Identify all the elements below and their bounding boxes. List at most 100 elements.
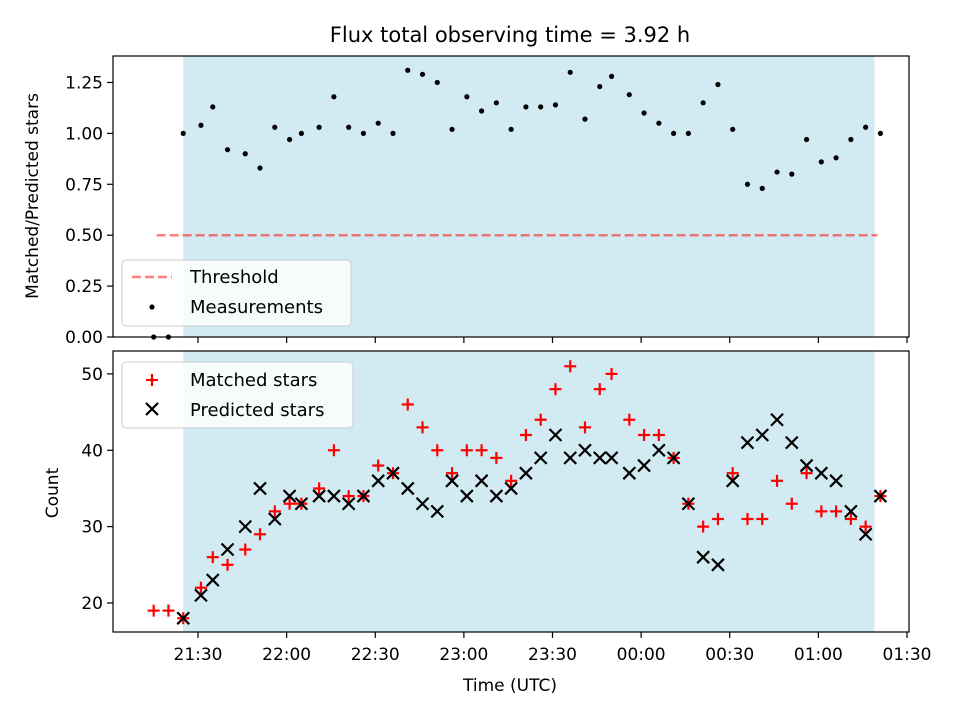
predicted-star-point — [681, 496, 696, 511]
predicted-star-point — [533, 451, 548, 465]
measurement-point — [744, 181, 751, 187]
x-tick-label: 22:30 — [351, 645, 400, 665]
count-plot-frame — [112, 350, 910, 633]
ratio-y-tick-label: 1.00 — [65, 124, 103, 144]
matched-star-point — [313, 482, 326, 495]
ratio-y-tick-label: 1.25 — [65, 73, 103, 93]
predicted-marker-b — [578, 443, 592, 458]
predicted-marker-b — [725, 474, 740, 488]
count-y-tick-label: 20 — [81, 594, 103, 614]
matched-star-point — [534, 413, 547, 426]
measurement-point — [360, 130, 367, 136]
matched-star-point — [431, 444, 444, 457]
matched-star-point — [830, 505, 843, 518]
matched-star-point — [564, 360, 577, 373]
ratio-y-axis-label: Matched/Predicted stars — [23, 93, 43, 299]
predicted-star-point — [563, 451, 578, 465]
predicted-star-point — [341, 496, 356, 511]
measurement-points — [151, 67, 884, 340]
matched-star-point — [254, 528, 267, 541]
legend-predicted-swatch — [145, 402, 159, 416]
predicted-star-point — [294, 496, 309, 511]
measurement-point — [730, 126, 736, 132]
predicted-marker-b — [238, 519, 253, 534]
matched-star-point — [475, 444, 488, 457]
predicted-star-point — [371, 474, 385, 488]
measurement-point — [493, 100, 499, 106]
predicted-star-point — [755, 428, 770, 442]
matched-star-point — [859, 520, 872, 533]
matched-star-point — [327, 444, 340, 457]
predicted-marker-b — [563, 451, 578, 465]
predicted-marker-b — [474, 474, 489, 488]
predicted-marker-b — [622, 466, 637, 480]
predicted-marker-b — [666, 451, 681, 465]
predicted-star-point — [652, 443, 666, 458]
matched-star-point — [549, 383, 562, 396]
measurement-point — [198, 122, 204, 128]
matched-star-point — [578, 421, 591, 434]
legend-threshold-label: Threshold — [189, 267, 279, 288]
predicted-star-point — [799, 458, 814, 473]
predicted-star-point — [194, 588, 208, 603]
matched-star-point — [652, 428, 665, 441]
predicted-star-point — [696, 550, 710, 564]
measurement-point — [774, 169, 780, 175]
matched-star-point — [800, 467, 813, 480]
matched-star-point — [147, 604, 160, 617]
x-tick-label: 21:30 — [174, 645, 223, 665]
matched-star-point — [446, 467, 459, 480]
predicted-star-point — [740, 435, 755, 450]
measurement-point — [272, 124, 278, 130]
matched-star-point — [342, 490, 355, 503]
predicted-marker-b — [371, 474, 385, 488]
measurement-point — [818, 159, 824, 165]
measurement-point — [567, 69, 573, 75]
chart-title: Flux total observing time = 3.92 h — [330, 23, 690, 47]
measurement-point — [298, 130, 304, 136]
measurement-point — [257, 165, 263, 171]
predicted-star-point — [785, 435, 799, 450]
ratio-y-tick-label: 0.50 — [65, 226, 103, 246]
count-panel: 20 30 40 50 21:30 22:00 22:30 23:00 23:30 00:00 00… — [43, 350, 932, 696]
predicted-stars-points — [176, 412, 888, 626]
count-y-tick-label: 50 — [81, 365, 103, 385]
ratio-y-tick-label: 0.75 — [65, 175, 103, 195]
count-y-tick-label: 40 — [81, 441, 103, 461]
x-tick-label: 23:00 — [439, 645, 488, 665]
legend-measurements-label: Measurements — [190, 297, 323, 318]
predicted-star-point — [238, 519, 253, 534]
predicted-marker-b — [711, 558, 725, 572]
matched-star-point — [401, 398, 414, 411]
matched-star-point — [372, 459, 385, 472]
predicted-star-point — [711, 558, 725, 572]
ratio-y-tick-label: 0.25 — [65, 277, 103, 297]
predicted-star-point — [282, 489, 297, 503]
predicted-star-point — [220, 542, 235, 557]
x-tick-label: 22:00 — [262, 645, 311, 665]
measurement-point — [848, 136, 854, 143]
predicted-star-point — [460, 489, 474, 503]
predicted-star-point — [356, 489, 371, 503]
measurement-point — [833, 155, 839, 161]
count-y-tick-label: 30 — [81, 518, 103, 538]
predicted-star-point — [844, 504, 858, 519]
predicted-marker-b — [194, 588, 208, 603]
predicted-marker-b — [814, 466, 829, 480]
predicted-marker-b — [785, 435, 799, 450]
measurement-point — [419, 71, 426, 77]
measurement-point — [608, 73, 615, 79]
predicted-marker-b — [327, 489, 341, 503]
predicted-marker-b — [312, 489, 326, 503]
matched-star-point — [162, 604, 175, 617]
predicted-star-point — [327, 489, 341, 503]
predicted-star-point — [430, 504, 445, 519]
predicted-marker-b — [873, 489, 888, 503]
predicted-star-point — [489, 489, 504, 503]
matched-star-point — [221, 558, 234, 571]
measurement-point — [523, 104, 529, 110]
matched-star-point — [711, 512, 724, 525]
predicted-marker-b — [268, 512, 282, 526]
predicted-star-point — [400, 481, 415, 496]
